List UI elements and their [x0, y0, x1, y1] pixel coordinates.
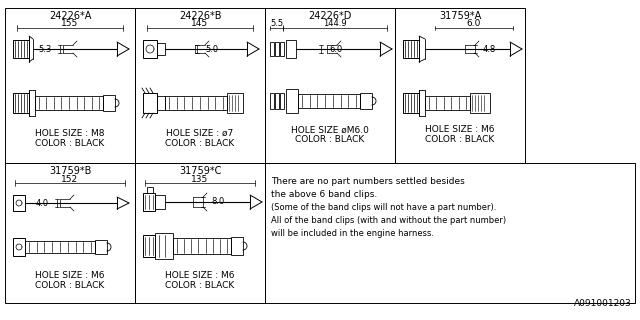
Bar — [155, 195, 165, 209]
Text: 155: 155 — [61, 20, 79, 28]
Bar — [280, 93, 284, 109]
Bar — [360, 93, 372, 109]
Bar — [143, 235, 155, 257]
Bar — [265, 8, 395, 163]
Text: HOLE SIZE : M8: HOLE SIZE : M8 — [35, 129, 105, 138]
Text: COLOR : BLACK: COLOR : BLACK — [35, 281, 104, 290]
Text: 8.0: 8.0 — [211, 197, 224, 206]
Text: 135: 135 — [191, 174, 209, 183]
Text: 24226*D: 24226*D — [308, 11, 352, 21]
Text: 6.0: 6.0 — [329, 44, 342, 53]
Text: 4.0: 4.0 — [36, 198, 49, 207]
Bar — [425, 96, 470, 110]
Bar — [173, 238, 231, 254]
Text: will be included in the engine harness.: will be included in the engine harness. — [271, 229, 434, 238]
Bar — [275, 42, 279, 56]
Bar — [231, 237, 243, 255]
Text: 145: 145 — [191, 20, 209, 28]
Text: HOLE SIZE : M6: HOLE SIZE : M6 — [35, 270, 105, 279]
Text: 5.0: 5.0 — [205, 44, 218, 53]
Bar — [470, 93, 490, 113]
Bar — [143, 193, 155, 211]
Bar — [275, 93, 279, 109]
Bar — [135, 163, 265, 303]
Text: 6.0: 6.0 — [467, 20, 481, 28]
Bar — [103, 95, 115, 111]
Bar — [286, 89, 298, 113]
Text: 31759*C: 31759*C — [179, 166, 221, 176]
Text: HOLE SIZE : M6: HOLE SIZE : M6 — [425, 125, 495, 134]
Bar — [270, 42, 274, 56]
Bar — [280, 42, 284, 56]
Bar — [13, 238, 25, 256]
Bar — [227, 93, 243, 113]
Bar — [143, 40, 157, 58]
Text: 4.8: 4.8 — [483, 44, 496, 53]
Text: (Some of the band clips will not have a part number).: (Some of the band clips will not have a … — [271, 203, 497, 212]
Text: HOLE SIZE : ø7: HOLE SIZE : ø7 — [166, 129, 234, 138]
Text: All of the band clips (with and without the part number): All of the band clips (with and without … — [271, 216, 506, 225]
Bar — [147, 187, 153, 193]
Bar — [286, 40, 296, 58]
Bar — [165, 96, 227, 110]
Text: COLOR : BLACK: COLOR : BLACK — [296, 135, 365, 145]
Bar — [135, 8, 265, 163]
Text: 31759*B: 31759*B — [49, 166, 91, 176]
Bar — [270, 93, 274, 109]
Text: COLOR : BLACK: COLOR : BLACK — [35, 139, 104, 148]
Bar — [395, 8, 525, 163]
Bar — [25, 241, 95, 253]
Text: COLOR : BLACK: COLOR : BLACK — [165, 281, 235, 290]
Bar — [157, 43, 165, 55]
Text: 24226*A: 24226*A — [49, 11, 91, 21]
Bar — [265, 163, 635, 303]
Bar — [5, 8, 135, 163]
Text: the above 6 band clips.: the above 6 band clips. — [271, 190, 377, 199]
Bar — [13, 40, 29, 58]
Text: HOLE SIZE : M6: HOLE SIZE : M6 — [165, 270, 235, 279]
Text: 24226*B: 24226*B — [179, 11, 221, 21]
Text: 152: 152 — [61, 174, 79, 183]
Text: There are no part numbers settled besides: There are no part numbers settled beside… — [271, 177, 465, 186]
Text: 5.5: 5.5 — [270, 20, 283, 28]
Bar — [298, 94, 360, 108]
Bar — [35, 96, 103, 110]
Bar — [5, 163, 135, 303]
Text: 5.3: 5.3 — [39, 44, 52, 53]
Bar — [155, 233, 173, 259]
Bar — [95, 240, 107, 254]
Text: A091001203: A091001203 — [574, 299, 632, 308]
Text: COLOR : BLACK: COLOR : BLACK — [165, 139, 235, 148]
Bar — [13, 93, 29, 113]
Bar — [143, 93, 157, 113]
Text: 31759*A: 31759*A — [439, 11, 481, 21]
Text: COLOR : BLACK: COLOR : BLACK — [426, 135, 495, 145]
Text: 144.9: 144.9 — [323, 20, 347, 28]
Bar — [13, 195, 25, 211]
Text: HOLE SIZE øM6.0: HOLE SIZE øM6.0 — [291, 125, 369, 134]
Bar — [403, 93, 419, 113]
Bar — [403, 40, 419, 58]
Bar — [157, 96, 165, 110]
